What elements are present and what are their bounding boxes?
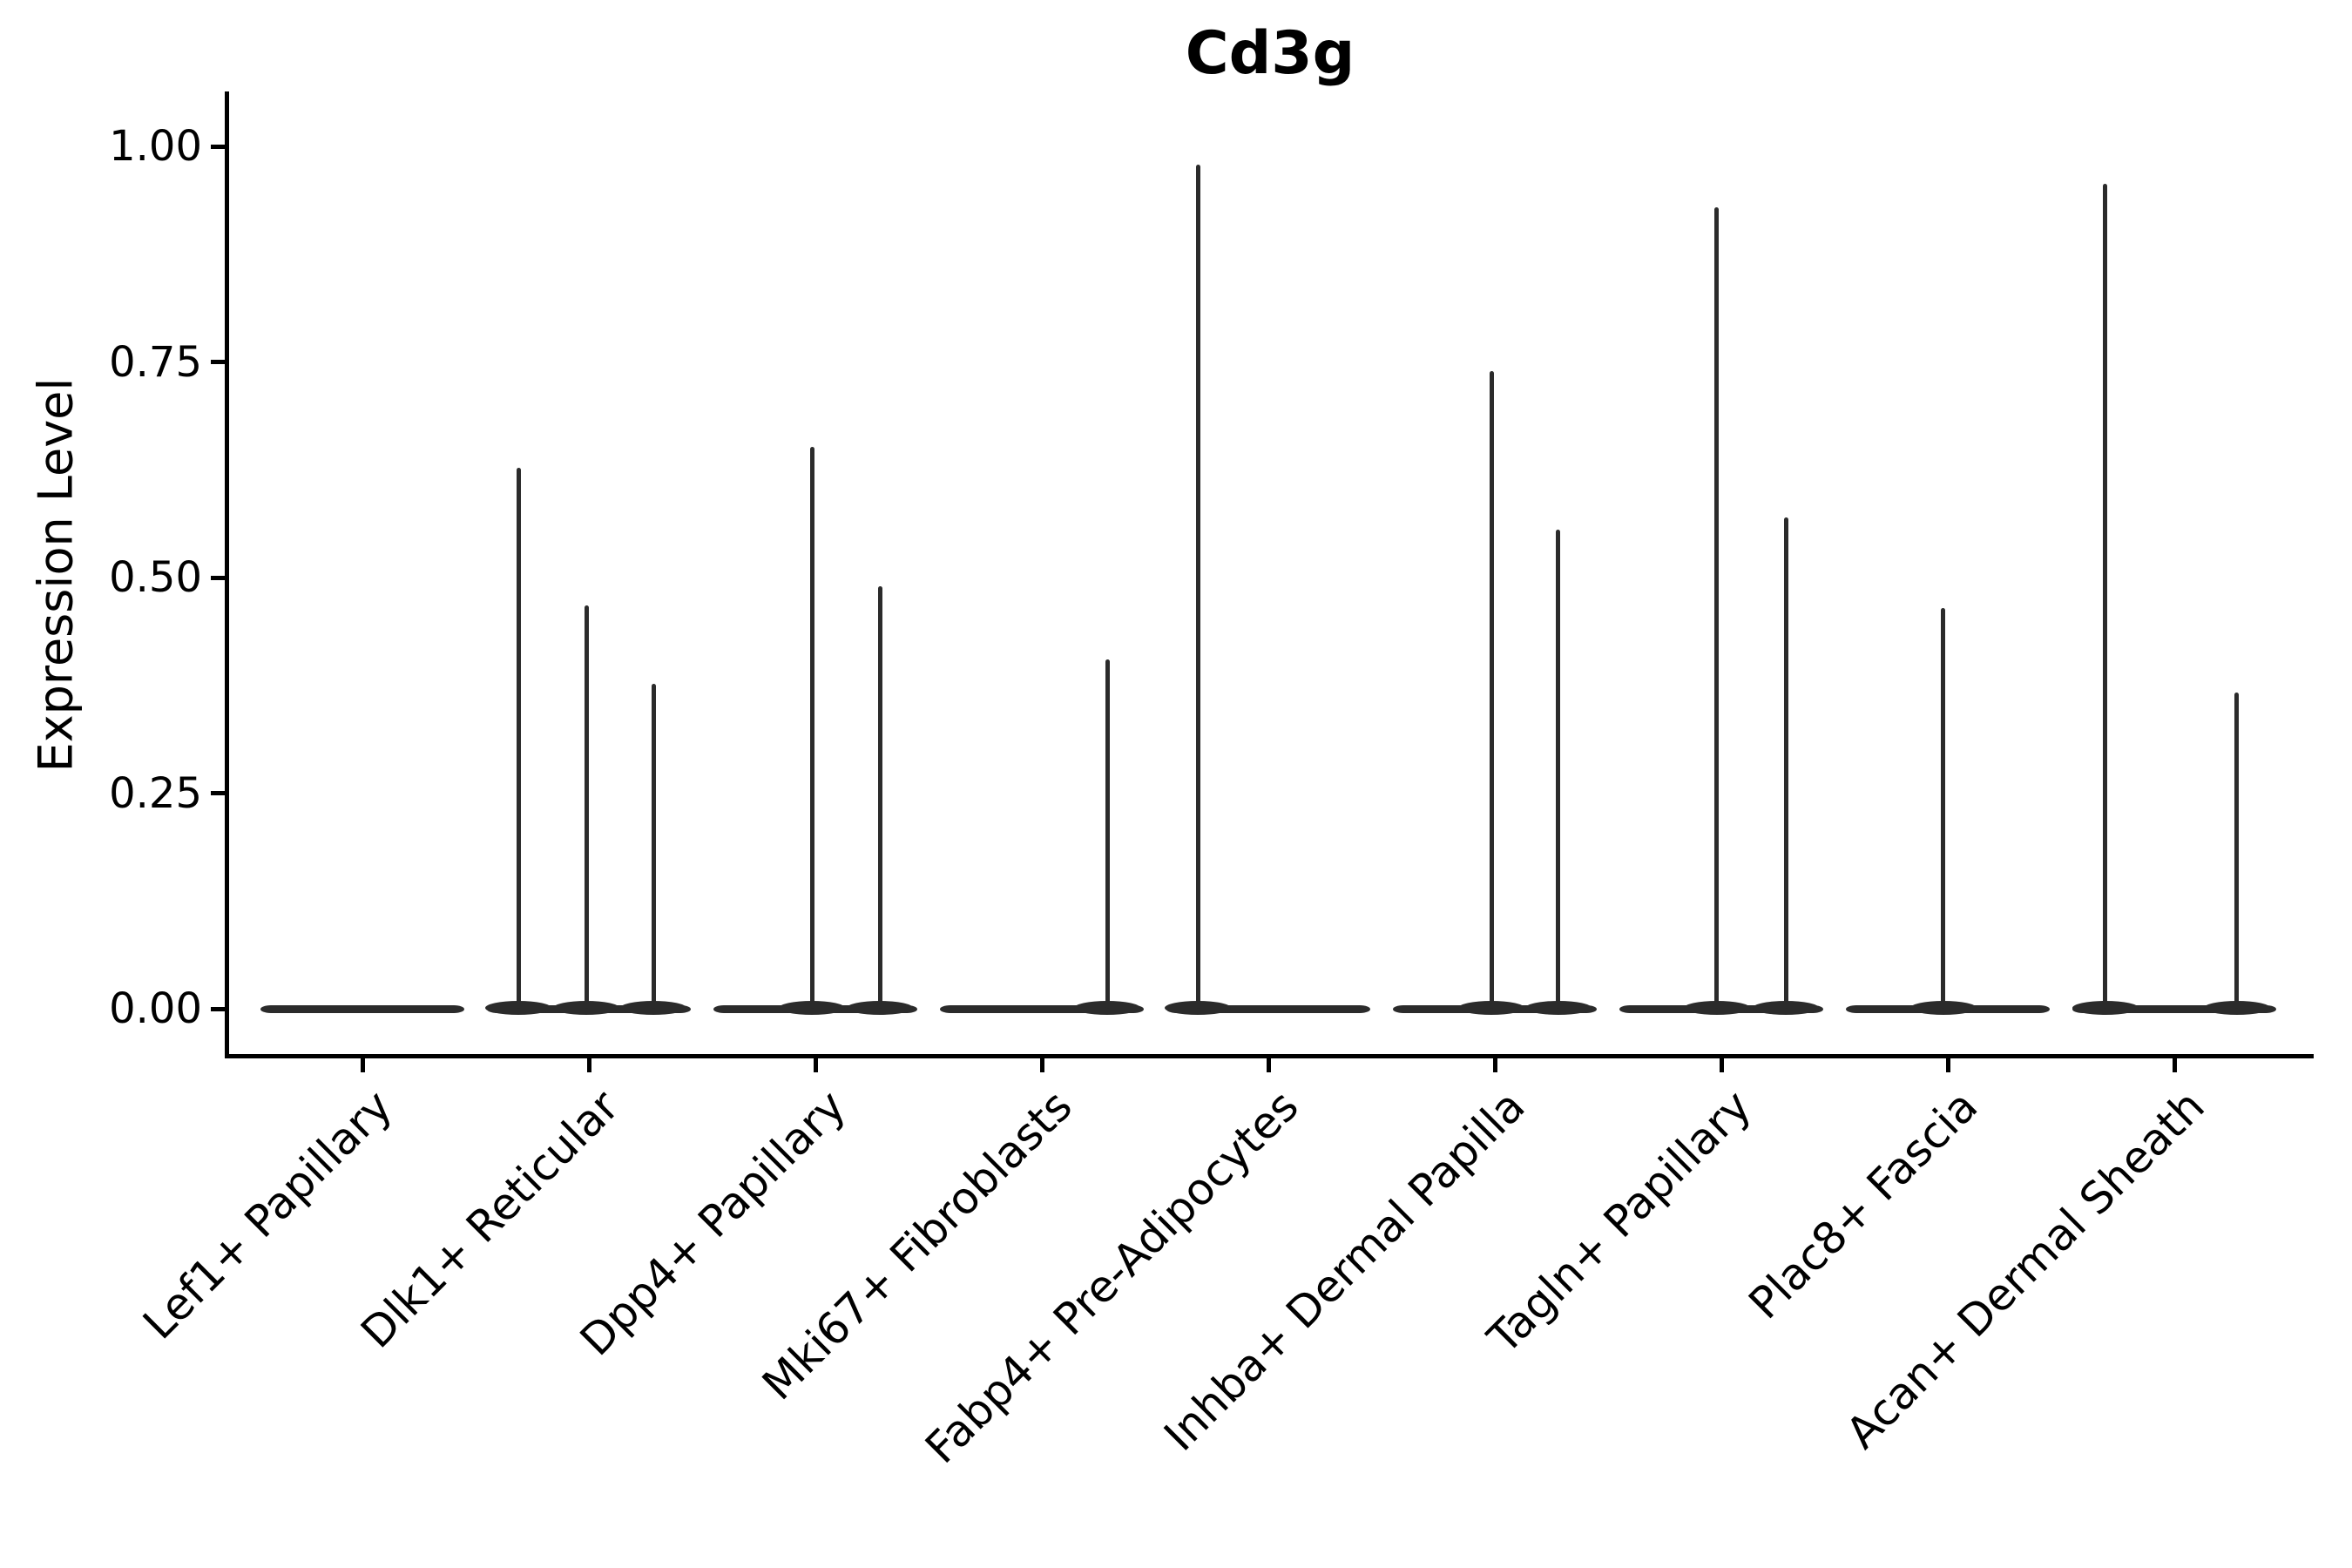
expression-spike	[1105, 659, 1110, 1009]
x-tick-label: Lef1+ Papillary	[133, 1080, 402, 1349]
x-tick	[1945, 1058, 1950, 1072]
y-tick-label: 0.00	[109, 984, 202, 1033]
y-tick	[211, 791, 226, 795]
y-tick	[211, 360, 226, 364]
x-tick	[2172, 1058, 2177, 1072]
y-tick-label: 0.25	[109, 768, 202, 818]
violin-baseline	[1166, 1004, 1370, 1013]
y-tick	[211, 575, 226, 580]
x-tick	[360, 1058, 365, 1072]
x-tick	[1492, 1058, 1497, 1072]
x-tick-label: Inhba+ Dermal Papilla	[1154, 1080, 1535, 1461]
expression-spike	[2234, 692, 2239, 1009]
y-tick-label: 0.50	[109, 553, 202, 602]
x-tick	[1719, 1058, 1724, 1072]
y-axis-spine	[225, 91, 229, 1058]
chart-title: Cd3g	[1185, 19, 1355, 88]
violin-baseline	[940, 1004, 1144, 1013]
x-tick-label: Fabp4+ Pre-Adipocytes	[916, 1080, 1308, 1474]
expression-spike	[1556, 529, 1561, 1009]
expression-spike	[1195, 164, 1200, 1009]
expression-spike	[516, 468, 521, 1009]
x-tick	[1266, 1058, 1271, 1072]
x-tick	[1039, 1058, 1044, 1072]
expression-spike	[1714, 207, 1720, 1009]
expression-spike	[1489, 371, 1494, 1009]
x-axis-spine	[225, 1054, 2314, 1058]
violin-baseline	[260, 1004, 464, 1013]
expression-spike	[1783, 517, 1788, 1009]
y-tick-label: 1.00	[109, 122, 202, 171]
expression-spike	[1941, 607, 1946, 1009]
violin-baseline	[2072, 1004, 2276, 1013]
expression-spike	[877, 585, 882, 1009]
expression-spike	[584, 605, 589, 1009]
y-tick	[211, 1006, 226, 1011]
expression-spike	[2103, 183, 2108, 1009]
expression-spike	[809, 446, 814, 1009]
x-tick	[813, 1058, 818, 1072]
y-tick	[211, 144, 226, 149]
expression-spike	[651, 683, 656, 1009]
x-tick-label: Plac8+ Fascia	[1739, 1080, 1988, 1329]
x-tick	[586, 1058, 591, 1072]
y-tick-label: 0.75	[109, 337, 202, 387]
